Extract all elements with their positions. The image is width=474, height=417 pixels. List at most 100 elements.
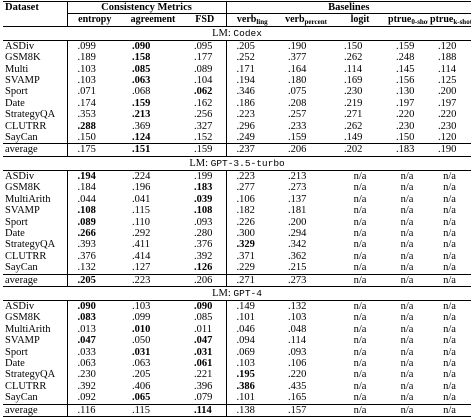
lm-section-header: LM: GPT-3.5-turbo — [3, 156, 472, 171]
cell-agreement: .406 — [132, 380, 151, 392]
cell-fsd: .104 — [184, 75, 227, 87]
cell-entropy: .353 — [77, 109, 96, 121]
cell-fsd: .039 — [184, 193, 227, 206]
cell-ptrue-k: .120 — [438, 40, 457, 52]
cell-fsd: .011 — [184, 323, 227, 336]
cell-verb-ling: .195 — [236, 369, 255, 381]
cell-dataset: MultiArith — [3, 323, 68, 336]
results-table: Dataset Consistency Metrics Baselines en… — [3, 1, 472, 417]
cell-verb-ling: .386 — [236, 380, 255, 392]
table-row: ASDiv .099 .090 .095 .205 .190 .150 .159 .120 — [3, 40, 471, 53]
cell-verb-percent: .165 — [288, 392, 307, 404]
cell-entropy: .033 — [77, 346, 96, 358]
cell-ptrue-0: .183 — [396, 144, 415, 156]
header-ptrue-k-text: ptrue — [430, 14, 454, 26]
cell-agreement: .369 — [132, 120, 151, 132]
cell-logit: n/a — [353, 335, 367, 347]
cell-entropy: .393 — [77, 239, 96, 251]
cell-fsd: .177 — [184, 52, 227, 64]
cell-ptrue-0: n/a — [400, 335, 414, 347]
cell-verb-ling: .249 — [236, 132, 255, 144]
cell-ptrue-k: n/a — [443, 312, 456, 324]
cell-agreement: .110 — [132, 216, 150, 228]
cell-agreement: .050 — [132, 335, 151, 347]
cell-ptrue-0: n/a — [400, 193, 414, 205]
cell-dataset: ASDiv — [3, 300, 68, 313]
cell-dataset: Sport — [3, 216, 68, 228]
cell-fsd: .392 — [184, 250, 227, 263]
cell-dataset: ASDiv — [3, 170, 68, 183]
cell-verb-percent: .137 — [288, 193, 307, 205]
results-table-container: Dataset Consistency Metrics Baselines en… — [3, 1, 472, 417]
cell-ptrue-0: n/a — [400, 392, 414, 404]
table-row: StrategyQA .353 .213 .256 .223 .257 .271 .220 .2… — [3, 109, 471, 121]
lm-prefix: LM: — [212, 287, 234, 299]
cell-agreement: .213 — [132, 109, 151, 121]
cell-verb-percent: .273 — [288, 274, 307, 286]
cell-fsd: .061 — [184, 357, 227, 370]
cell-agreement: .099 — [132, 312, 151, 324]
cell-ptrue-k: n/a — [443, 323, 456, 335]
cell-verb-percent: .106 — [288, 357, 307, 369]
header-verb-percent-text: verb — [285, 14, 305, 26]
cell-dataset: average — [3, 274, 68, 287]
header-logit: logit — [350, 14, 370, 26]
table-row: SayCan .132 .127 .126 .229 .215 n/a n/a n/a — [3, 262, 471, 275]
cell-fsd: .031 — [184, 346, 227, 358]
cell-dataset: GSM8K — [3, 312, 68, 324]
cell-dataset: GSM8K — [3, 52, 68, 64]
table-row: SayCan .150 .124 .152 .249 .159 .149 .150 .120 — [3, 132, 471, 144]
cell-logit: .114 — [344, 63, 363, 75]
cell-ptrue-k: n/a — [443, 274, 456, 286]
header-ptrue-0-text: ptrue — [388, 14, 412, 26]
cell-logit: n/a — [353, 300, 367, 312]
cell-logit: .149 — [344, 132, 363, 144]
cell-entropy: .103 — [77, 63, 96, 75]
cell-logit: n/a — [353, 262, 367, 274]
cell-logit: n/a — [353, 250, 367, 262]
cell-fsd: .062 — [184, 86, 227, 98]
table-row: GSM8K .083 .099 .085 .101 .103 n/a n/a n/a — [3, 312, 471, 324]
cell-entropy: .184 — [77, 182, 96, 194]
cell-verb-ling: .271 — [236, 274, 255, 286]
cell-verb-percent: .342 — [288, 239, 307, 251]
cell-fsd: .152 — [184, 132, 227, 144]
cell-ptrue-k: .190 — [438, 144, 457, 156]
cell-fsd: .126 — [184, 262, 227, 275]
cell-ptrue-k: n/a — [443, 357, 456, 369]
cell-verb-ling: .149 — [236, 300, 255, 312]
table-row: Sport .071 .068 .062 .346 .075 .230 .130 .200 — [3, 86, 471, 98]
cell-dataset: Sport — [3, 86, 68, 98]
cell-logit: .202 — [344, 144, 363, 156]
header-ptrue-0-sub: 0-shot — [411, 18, 429, 27]
header-verb-percent: verbpercent — [278, 14, 334, 26]
cell-agreement: .063 — [132, 75, 151, 87]
cell-verb-percent: .200 — [288, 216, 307, 228]
cell-logit: n/a — [353, 193, 367, 205]
cell-fsd: .327 — [184, 120, 227, 133]
cell-entropy: .194 — [77, 170, 96, 182]
cell-verb-ling: .223 — [236, 109, 255, 121]
lm-section-header: LM: GPT-4 — [3, 286, 472, 301]
cell-agreement: .065 — [132, 392, 151, 404]
cell-logit: .150 — [344, 40, 363, 52]
header-dataset: Dataset — [3, 1, 68, 27]
cell-verb-ling: .094 — [236, 335, 255, 347]
cell-fsd: .256 — [184, 109, 227, 121]
header-consistency-metrics: Consistency Metrics — [67, 1, 227, 15]
header-verb-percent-sub: percent — [304, 18, 327, 27]
header-entropy: entropy — [78, 14, 112, 26]
cell-verb-percent: .181 — [288, 205, 307, 217]
cell-verb-percent: .220 — [288, 369, 307, 381]
cell-ptrue-0: n/a — [400, 205, 414, 217]
cell-dataset: Date — [3, 227, 68, 240]
cell-dataset: Date — [3, 357, 68, 370]
cell-fsd: .085 — [184, 312, 227, 324]
table-row: CLUTRR .392 .406 .396 .386 .435 n/a n/a n/a — [3, 380, 471, 393]
cell-entropy: .071 — [77, 86, 96, 98]
cell-ptrue-0: n/a — [400, 312, 414, 324]
header-row-groups: Dataset Consistency Metrics Baselines — [3, 1, 472, 27]
cell-fsd: .108 — [184, 205, 227, 217]
cell-logit: n/a — [353, 216, 367, 228]
header-ptrue-k-sub: k-shot — [453, 18, 472, 27]
